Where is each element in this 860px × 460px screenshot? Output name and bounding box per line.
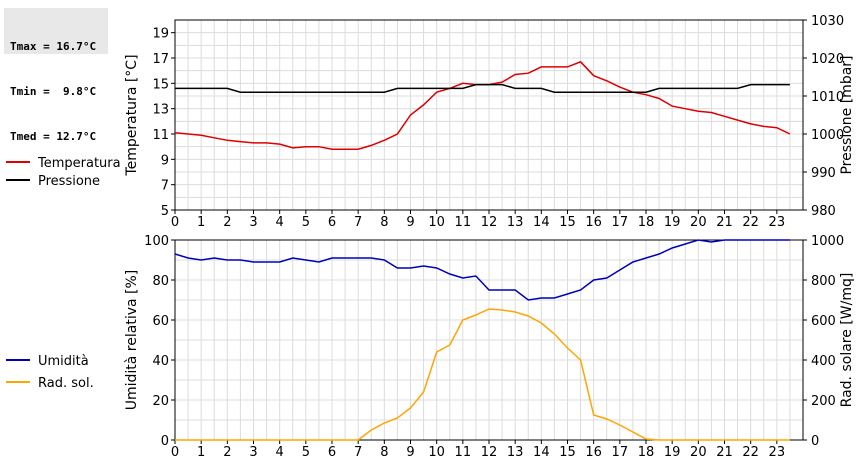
y2-tick-label: 600 — [811, 314, 836, 329]
x-tick-label: 19 — [664, 215, 681, 230]
y-axis-title: Umidità relativa [%] — [124, 270, 140, 411]
x-tick-label: 8 — [380, 215, 388, 230]
y-tick-label: 15 — [152, 77, 169, 92]
x-tick-label: 0 — [171, 215, 179, 230]
series-line-umidit- — [174, 239, 790, 301]
x-tick-label: 9 — [406, 445, 414, 460]
x-tick-label: 14 — [533, 215, 550, 230]
stat-tmin: Tmin = 9.8°C — [10, 85, 97, 98]
x-tick-label: 22 — [742, 445, 759, 460]
y2-tick-label: 1020 — [811, 52, 844, 67]
x-tick-label: 5 — [302, 445, 310, 460]
stat-tmed: Tmed = 12.7°C — [10, 130, 97, 143]
x-tick-label: 16 — [585, 445, 602, 460]
y-tick-label: 5 — [161, 204, 169, 219]
y-tick-label: 0 — [161, 434, 169, 449]
y-tick-label: 40 — [152, 354, 169, 369]
x-tick-label: 17 — [612, 445, 629, 460]
x-tick-label: 18 — [638, 445, 655, 460]
x-tick-label: 6 — [328, 215, 336, 230]
x-tick-label: 7 — [354, 215, 362, 230]
x-tick-label: 12 — [481, 445, 498, 460]
y2-tick-label: 800 — [811, 274, 836, 289]
x-tick-label: 7 — [354, 445, 362, 460]
y-tick-label: 7 — [161, 179, 169, 194]
x-tick-label: 15 — [559, 215, 576, 230]
x-tick-label: 1 — [197, 445, 205, 460]
chart-panel-2: 0 1 2 3 4 5 6 7 8 9 10 11 12 13 14 15 16 17 18 19 20 21 22 2302… — [6, 234, 855, 460]
y-tick-label: 11 — [152, 128, 169, 143]
x-tick-label: 4 — [276, 445, 284, 460]
x-tick-label: 13 — [507, 445, 524, 460]
x-tick-label: 20 — [690, 215, 707, 230]
x-tick-label: 2 — [223, 445, 231, 460]
x-tick-label: 10 — [428, 445, 445, 460]
x-tick-label: 23 — [769, 215, 786, 230]
x-tick-label: 11 — [455, 215, 472, 230]
x-tick-label: 21 — [716, 215, 733, 230]
y-tick-label: 100 — [144, 234, 169, 249]
x-tick-label: 0 — [171, 445, 179, 460]
y-tick-label: 9 — [161, 153, 169, 168]
y2-tick-label: 990 — [811, 166, 836, 181]
y2-tick-label: 200 — [811, 394, 836, 409]
series-line-temperatura — [174, 60, 791, 150]
legend-label: Rad. sol. — [38, 376, 94, 391]
y2-axis-title: Pressione [mbar] — [839, 55, 855, 174]
y2-tick-label: 980 — [811, 204, 836, 219]
stats-box: Tmax = 16.7°C Tmin = 9.8°C Tmed = 12.7°C — [4, 8, 108, 143]
y-tick-label: 13 — [152, 103, 169, 118]
x-tick-label: 8 — [380, 445, 388, 460]
x-tick-label: 1 — [197, 215, 205, 230]
x-tick-label: 2 — [223, 215, 231, 230]
y2-tick-label: 1010 — [811, 90, 844, 105]
y2-tick-label: 1000 — [811, 234, 844, 249]
x-tick-label: 12 — [481, 215, 498, 230]
x-tick-label: 13 — [507, 215, 524, 230]
x-tick-label: 19 — [664, 445, 681, 460]
chart-panel-1: 0 1 2 3 4 5 6 7 8 9 10 11 12 13 14 15 16 17 18 19 20 21 22 2357… — [6, 14, 855, 230]
legend-label: Umidità — [38, 354, 89, 369]
legend-label: Pressione — [38, 174, 100, 189]
y-axis-title: Temperatura [°C] — [124, 54, 140, 176]
x-tick-label: 11 — [455, 445, 472, 460]
x-tick-label: 6 — [328, 445, 336, 460]
y2-tick-label: 1000 — [811, 128, 844, 143]
x-tick-label: 5 — [302, 215, 310, 230]
x-tick-label: 22 — [742, 215, 759, 230]
x-tick-label: 23 — [769, 445, 786, 460]
y2-tick-label: 1030 — [811, 14, 844, 29]
x-tick-label: 21 — [716, 445, 733, 460]
x-tick-label: 20 — [690, 445, 707, 460]
y-tick-label: 80 — [152, 274, 169, 289]
x-tick-label: 15 — [559, 445, 576, 460]
y-tick-label: 19 — [152, 27, 169, 42]
x-tick-label: 9 — [406, 215, 414, 230]
legend-label: Temperatura — [37, 156, 121, 171]
x-tick-label: 4 — [276, 215, 284, 230]
y-tick-label: 17 — [152, 52, 169, 67]
series-line-rad-sol- — [175, 308, 790, 441]
x-tick-label: 14 — [533, 445, 550, 460]
x-tick-label: 18 — [638, 215, 655, 230]
x-tick-label: 17 — [612, 215, 629, 230]
x-tick-label: 16 — [585, 215, 602, 230]
series-line-pressione — [175, 83, 790, 93]
y2-tick-label: 400 — [811, 354, 836, 369]
y2-axis-title: Rad. solare [W/mq] — [839, 273, 855, 408]
x-tick-label: 3 — [249, 445, 257, 460]
y2-tick-label: 0 — [811, 434, 819, 449]
x-tick-label: 10 — [428, 215, 445, 230]
y-tick-label: 20 — [152, 394, 169, 409]
y-tick-label: 60 — [152, 314, 169, 329]
stat-tmax: Tmax = 16.7°C — [10, 40, 97, 53]
x-tick-label: 3 — [249, 215, 257, 230]
